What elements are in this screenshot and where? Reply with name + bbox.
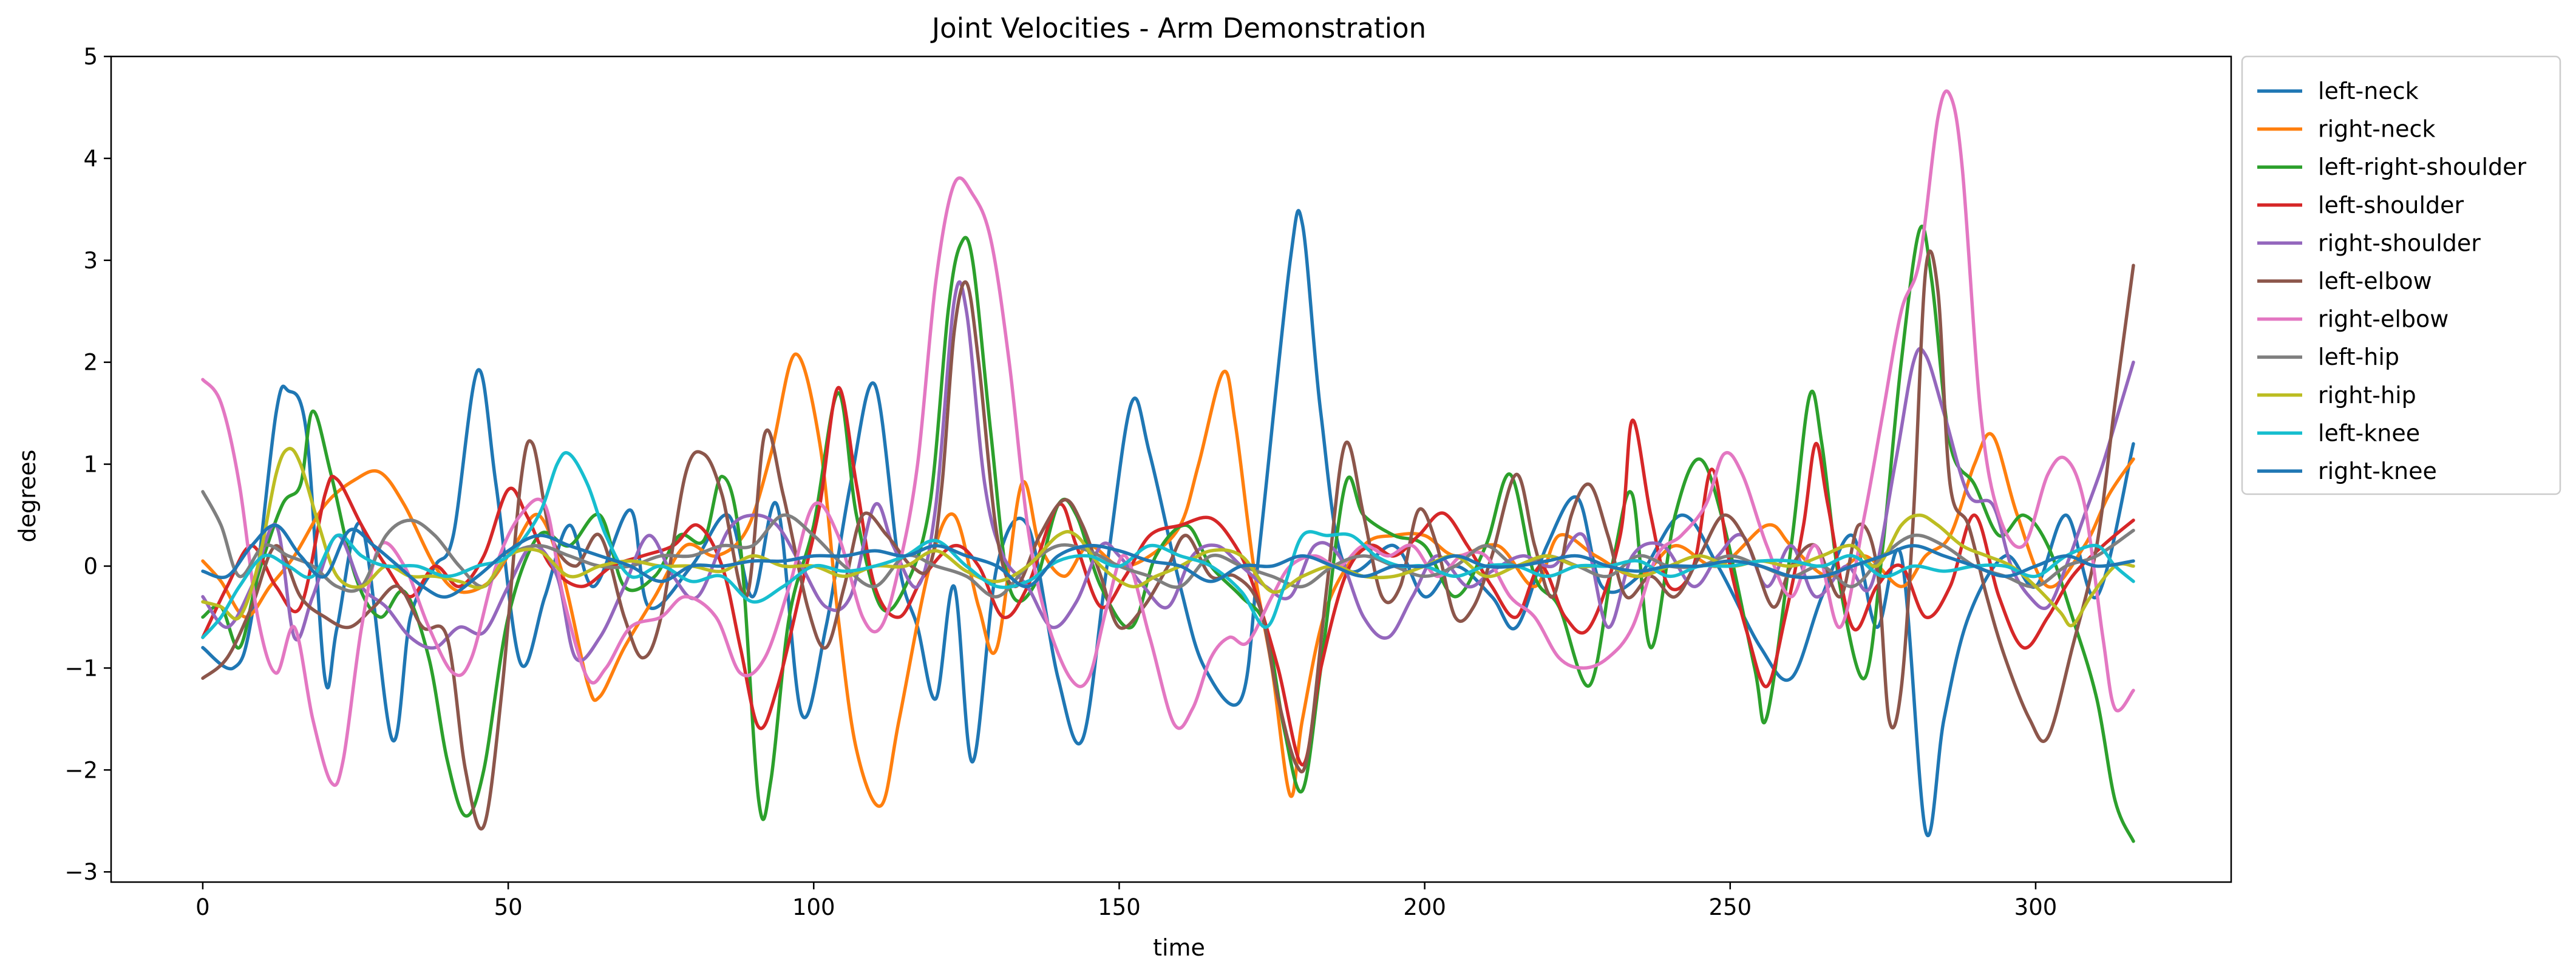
y-axis-ticks: −3 −2 −1 0 1 2 3 4 5 — [64, 44, 111, 885]
y-tick-label: −1 — [64, 655, 98, 681]
series-layer — [201, 89, 2135, 843]
x-axis-label: time — [1153, 934, 1205, 961]
y-axis-label: degrees — [14, 450, 41, 543]
y-tick-label: −3 — [64, 859, 98, 885]
legend-label-right-neck: right-neck — [2318, 116, 2435, 143]
x-tick-label: 300 — [2014, 894, 2058, 920]
legend-label-left-right-shoulder: left-right-shoulder — [2318, 154, 2527, 180]
series-line-left-elbow — [201, 249, 2135, 830]
x-axis-ticks: 0 50 100 150 200 250 300 — [195, 882, 2057, 920]
y-tick-label: 0 — [83, 554, 98, 580]
legend-label-right-shoulder: right-shoulder — [2318, 229, 2481, 256]
legend: left-neck right-neck left-right-shoulder le… — [2241, 55, 2561, 495]
y-tick-label: 1 — [83, 452, 98, 478]
y-tick-label: 2 — [83, 350, 98, 376]
series-line-right-knee — [201, 523, 2135, 599]
legend-label-right-elbow: right-elbow — [2318, 306, 2449, 333]
legend-label-left-shoulder: left-shoulder — [2318, 192, 2464, 219]
series-line-left-knee — [201, 451, 2135, 639]
x-tick-label: 50 — [494, 894, 523, 920]
chart-title: Joint Velocities - Arm Demonstration — [930, 12, 1426, 44]
y-tick-label: 5 — [83, 44, 98, 70]
x-tick-label: 100 — [792, 894, 835, 920]
legend-label-right-hip: right-hip — [2318, 382, 2416, 409]
legend-frame — [2241, 55, 2561, 495]
plot-area-frame — [110, 55, 2232, 883]
legend-items: left-neck right-neck left-right-shoulder le… — [2257, 78, 2527, 484]
series-line-right-hip — [201, 447, 2135, 628]
x-tick-label: 150 — [1098, 894, 1141, 920]
legend-label-left-elbow: left-elbow — [2318, 268, 2432, 294]
y-tick-label: 3 — [83, 248, 98, 274]
y-tick-label: −2 — [64, 757, 98, 783]
legend-label-left-neck: left-neck — [2318, 78, 2419, 104]
x-tick-label: 250 — [1708, 894, 1752, 920]
legend-label-left-knee: left-knee — [2318, 419, 2420, 446]
legend-label-right-knee: right-knee — [2318, 458, 2437, 484]
x-tick-label: 200 — [1403, 894, 1446, 920]
legend-label-left-hip: left-hip — [2318, 344, 2399, 370]
x-tick-label: 0 — [195, 894, 210, 920]
series-line-right-neck — [201, 352, 2135, 808]
y-tick-label: 4 — [83, 146, 98, 172]
